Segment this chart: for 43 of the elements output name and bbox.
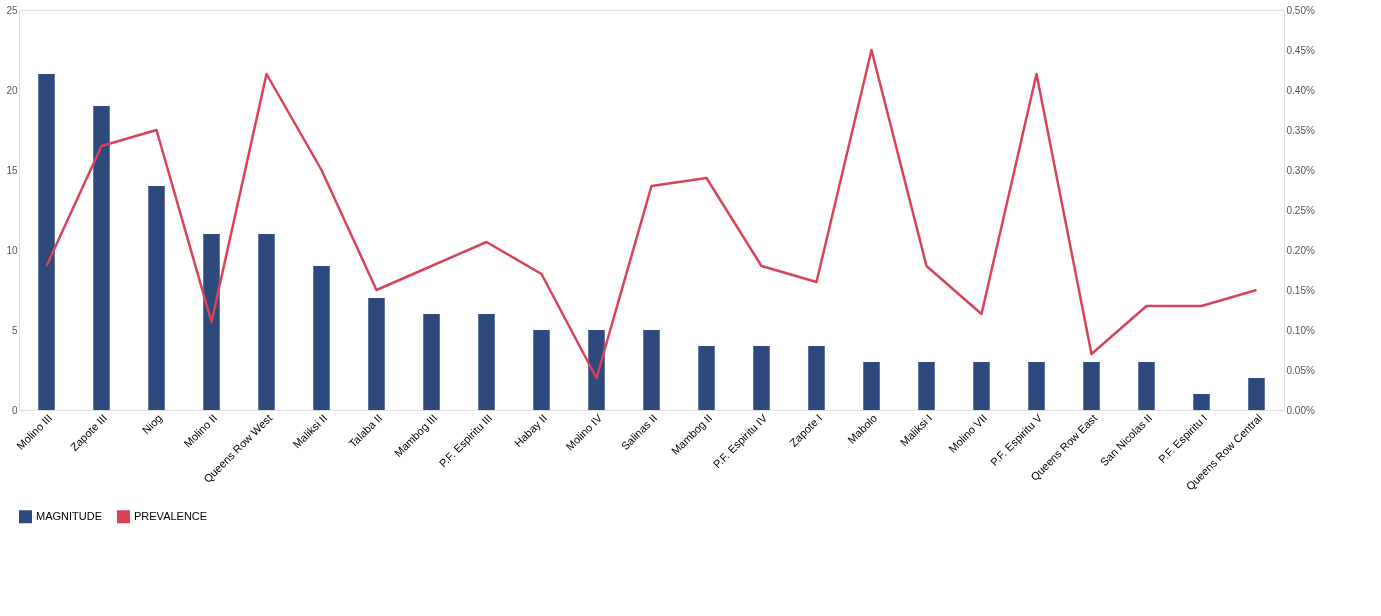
bar [588,330,605,410]
bar [258,234,275,410]
bar [973,362,990,410]
bar [753,346,770,410]
bar [1028,362,1045,410]
bar [808,346,825,410]
bar [93,106,110,410]
y2-tick-label: 0.00% [1286,404,1315,416]
y2-tick-label: 0.15% [1286,284,1315,296]
bar [148,186,165,410]
bar [38,74,55,410]
bar [203,234,220,410]
bar [1193,394,1210,410]
legend-label: PREVALENCE [134,509,208,522]
y2-tick-label: 0.20% [1286,244,1315,256]
y2-tick-label: 0.25% [1286,204,1315,216]
y-tick-label: 25 [6,4,18,16]
y2-tick-label: 0.10% [1286,324,1315,336]
bar [368,298,385,410]
bar [1248,378,1265,410]
bar [863,362,880,410]
y-tick-label: 10 [6,244,18,256]
bar [698,346,715,410]
legend-label: MAGNITUDE [36,509,102,522]
bar [1138,362,1155,410]
bar [533,330,550,410]
bar [918,362,935,410]
y-tick-label: 20 [6,84,18,96]
y2-tick-label: 0.05% [1286,364,1315,376]
y2-tick-label: 0.45% [1286,44,1315,56]
y2-tick-label: 0.50% [1286,4,1315,16]
bar [313,266,330,410]
y2-tick-label: 0.30% [1286,164,1315,176]
bar [1083,362,1100,410]
y-tick-label: 0 [11,404,18,416]
bar [643,330,660,410]
line-series [45,48,1258,380]
y2-tick-label: 0.35% [1286,124,1315,136]
y2-tick-label: 0.40% [1286,84,1315,96]
bar [423,314,440,410]
y-tick-label: 5 [11,324,18,336]
bar [478,314,495,410]
y-tick-label: 15 [6,164,18,176]
